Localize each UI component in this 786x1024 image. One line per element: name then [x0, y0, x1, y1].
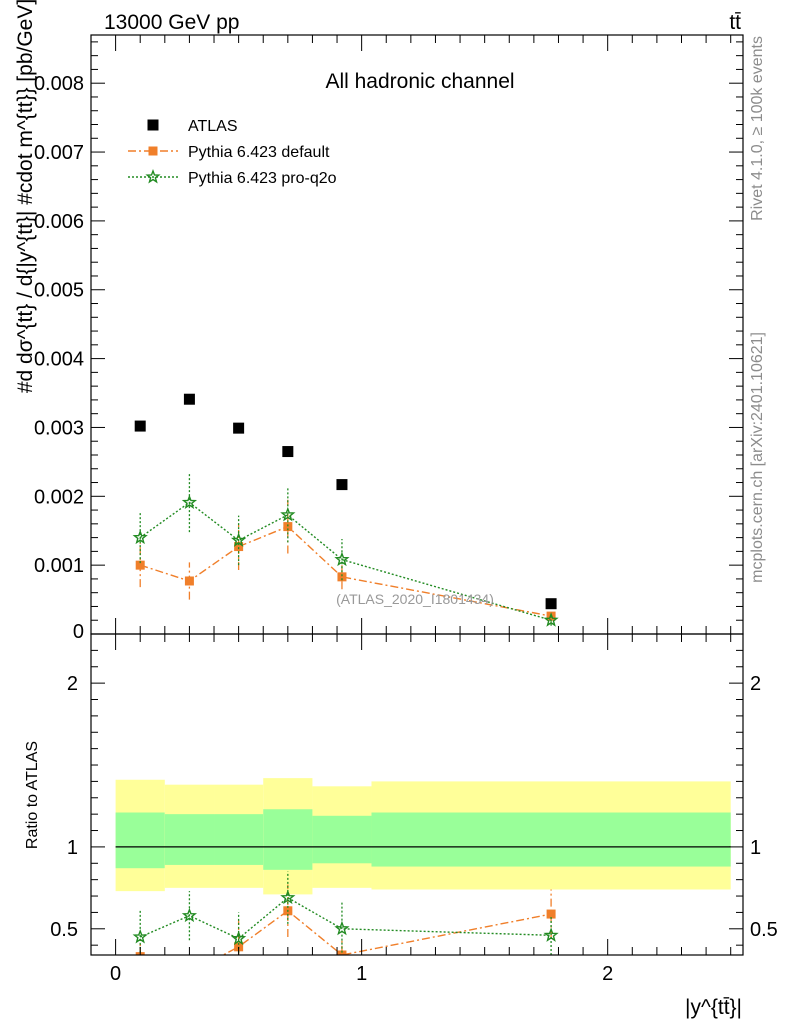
y-zero-label: 0 [73, 621, 84, 643]
analysis-watermark: (ATLAS_2020_I1801434) [336, 591, 494, 607]
data-point [336, 479, 348, 491]
y-tick-label: 0.003 [34, 417, 84, 439]
inner-band [312, 815, 372, 864]
data-point [233, 422, 245, 434]
ratio-y-tick-label-left: 1 [67, 837, 78, 859]
legend-label: Pythia 6.423 pro-q2o [188, 170, 337, 187]
y-tick-label: 0.004 [34, 349, 84, 371]
y-tick-label: 0.001 [34, 555, 84, 577]
mcplots-reference-label: mcplots.cern.ch [arXiv:2401.10621] [749, 332, 766, 583]
legend-label: ATLAS [188, 118, 238, 135]
ratio-y-tick-label-left: 2 [67, 673, 78, 695]
process-label: tt̄ [729, 11, 741, 34]
x-tick-label: 1 [356, 963, 367, 985]
ratio-line [221, 909, 552, 955]
ratio-y-axis-label: Ratio to ATLAS [24, 741, 41, 849]
series-line [139, 501, 552, 621]
legend-marker [145, 169, 161, 184]
ratio-point [234, 942, 244, 952]
ratio-line [139, 896, 552, 940]
data-point [282, 446, 294, 458]
data-point [545, 598, 557, 610]
legend-marker [147, 119, 159, 131]
legend-entry: ATLAS [147, 118, 238, 135]
series-pythia-6-423-pro-q2o [132, 472, 559, 627]
data-point [337, 572, 347, 582]
y-tick-label: 0.006 [34, 211, 84, 233]
data-point [234, 542, 244, 552]
x-tick-label: 0 [110, 963, 121, 985]
legend: ATLAS Pythia 6.423 default Pythia 6.423 pr… [128, 118, 337, 187]
inner-band [115, 812, 165, 869]
data-point [134, 420, 146, 432]
data-point [280, 506, 296, 522]
inner-band [263, 809, 313, 870]
ratio-series-pythia-6-423-pro-q2o [132, 871, 559, 955]
y-tick-label: 0.005 [34, 280, 84, 302]
series-atlas [134, 393, 557, 610]
uncertainty-bands [115, 778, 731, 895]
chart-title: All hadronic channel [325, 70, 514, 93]
ratio-point [185, 969, 194, 978]
series-line [139, 525, 552, 617]
data-point [183, 393, 195, 405]
data-point [184, 576, 194, 586]
main-panel: 0.001 0.002 0.003 0.004 0.005 0.006 0.007 0.008… [14, 0, 744, 643]
y-tick-label: 0.007 [34, 142, 84, 164]
ratio-panel: 0.5 0.5 1 1 2 2 0 1 2 Ratio to ATLAS |y^{tt̄}| [24, 633, 778, 1019]
inner-band [371, 812, 731, 867]
ratio-point [543, 927, 559, 942]
data-point [283, 522, 293, 532]
legend-entry: Pythia 6.423 default [128, 144, 330, 161]
inner-band [164, 814, 215, 865]
data-point [135, 560, 145, 570]
ratio-point [546, 909, 556, 919]
inner-band [214, 814, 264, 865]
ratio-point [181, 907, 198, 923]
ratio-panel-frame [90, 633, 744, 956]
x-axis-label: |y^{tt̄}| [685, 996, 742, 1019]
ratio-series-pythia-6-423-default [135, 884, 556, 978]
legend-label: Pythia 6.423 default [188, 144, 330, 161]
ratio-y-tick-label-left: 0.5 [50, 919, 78, 941]
legend-entry: Pythia 6.423 pro-q2o [128, 169, 337, 187]
main-y-axis-label: #d dσ^{tt} / d{|y^{tt}| #cdot m^{tt}} [p… [14, 0, 37, 393]
energy-label: 13000 GeV pp [104, 11, 239, 34]
ratio-point [334, 920, 350, 936]
ratio-y-tick-label-right: 1 [750, 837, 761, 859]
x-tick-label: 2 [602, 963, 613, 985]
ratio-point [132, 928, 148, 944]
rivet-version-label: Rivet 4.1.0, ≥ 100k events [749, 36, 766, 221]
data-point [334, 551, 350, 567]
data-point [181, 494, 198, 509]
data-point [543, 612, 559, 627]
y-tick-label: 0.008 [34, 73, 84, 95]
data-point [231, 532, 247, 547]
y-tick-label: 0.002 [34, 486, 84, 508]
ratio-y-tick-label-right: 0.5 [750, 919, 778, 941]
ratio-point [337, 950, 347, 955]
data-point [132, 529, 148, 545]
ratio-point [280, 889, 296, 905]
legend-marker [148, 146, 158, 156]
ratio-y-tick-label-right: 2 [750, 673, 761, 695]
ratio-point [231, 930, 247, 946]
